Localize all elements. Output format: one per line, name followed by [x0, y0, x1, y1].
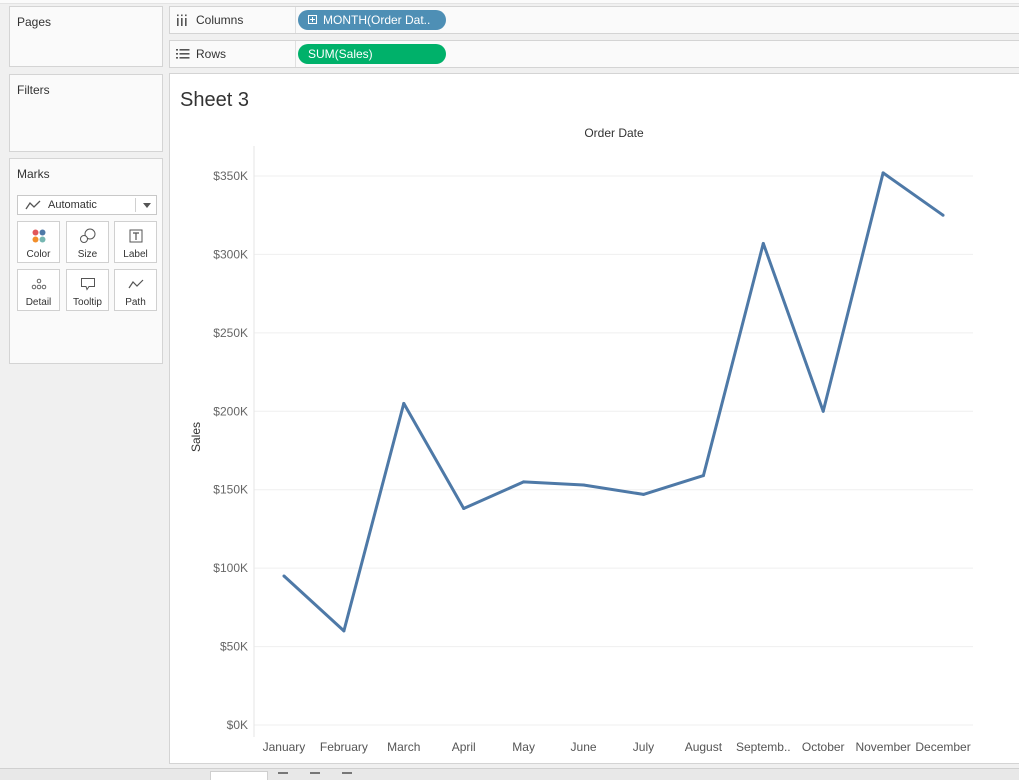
filters-title: Filters	[17, 83, 50, 97]
pages-card[interactable]: Pages	[9, 6, 163, 67]
data-point[interactable]	[282, 574, 286, 578]
columns-pill-text: MONTH(Order Dat..	[323, 13, 431, 27]
color-icon	[18, 227, 59, 244]
shelf-divider	[295, 7, 296, 33]
size-button[interactable]: Size	[66, 221, 109, 263]
x-tick-label: April	[452, 740, 476, 754]
x-tick-label: Septemb..	[736, 740, 791, 754]
sheet-title: Sheet 3	[180, 89, 249, 111]
y-tick-label: $200K	[213, 404, 248, 418]
detail-button[interactable]: Detail	[17, 269, 60, 311]
x-tick-label: January	[263, 740, 306, 754]
gridlines	[254, 175, 973, 726]
new-story-icon[interactable]	[342, 772, 352, 780]
y-axis-label: Sales	[189, 422, 203, 452]
x-tick-label: May	[512, 740, 535, 754]
sheet-tab-active[interactable]	[210, 771, 268, 780]
data-point[interactable]	[342, 629, 346, 633]
chevron-down-icon[interactable]	[143, 203, 151, 208]
path-icon	[115, 275, 156, 292]
sum-sales-pill[interactable]: SUM(Sales)	[298, 44, 446, 64]
series-sales	[282, 171, 945, 633]
month-order-date-pill[interactable]: MONTH(Order Dat..	[298, 10, 446, 30]
tooltip-label: Tooltip	[73, 297, 102, 308]
sheet-tab-bar	[0, 768, 1019, 780]
size-icon	[67, 227, 108, 244]
axes: $0K $50K $100K $150K $200K $250K $300K $350K Jan…	[213, 146, 971, 754]
rows-shelf[interactable]: Rows SUM(Sales)	[169, 40, 1019, 68]
chart-title: Order Date	[584, 126, 644, 140]
line-chart: Order Date Sales $0K$50K$100K$150K$200K$…	[189, 126, 973, 754]
pages-title: Pages	[17, 15, 52, 29]
data-point[interactable]	[821, 409, 825, 413]
color-button[interactable]: Color	[17, 221, 60, 263]
x-tick-label: October	[802, 740, 845, 754]
columns-label: Columns	[196, 13, 244, 27]
path-button[interactable]: Path	[114, 269, 157, 311]
data-point[interactable]	[522, 480, 526, 484]
detail-icon	[18, 275, 59, 292]
filters-card[interactable]: Filters	[9, 74, 163, 152]
path-label: Path	[125, 297, 146, 308]
y-tick-label: $150K	[213, 483, 248, 497]
tooltip-button[interactable]: Tooltip	[66, 269, 109, 311]
marks-card: Marks Automatic Color	[9, 158, 163, 364]
color-label: Color	[26, 249, 51, 260]
worksheet-view: Sheet 3 Order Date Sales $0K $50K $100K $15…	[169, 73, 1019, 764]
dropdown-separator	[135, 198, 136, 212]
x-tick-label: June	[571, 740, 597, 754]
data-point[interactable]	[701, 474, 705, 478]
label-icon	[115, 227, 156, 244]
detail-label: Detail	[25, 297, 52, 308]
x-tick-label: March	[387, 740, 420, 754]
data-point[interactable]	[761, 241, 765, 245]
rows-pill-text: SUM(Sales)	[308, 47, 373, 61]
y-tick-label: $300K	[213, 247, 248, 261]
new-dashboard-icon[interactable]	[310, 772, 320, 780]
x-tick-label: November	[855, 740, 910, 754]
columns-shelf[interactable]: Columns MONTH(Order Dat..	[169, 6, 1019, 34]
data-point[interactable]	[402, 401, 406, 405]
shelf-divider	[295, 41, 296, 67]
mark-type-dropdown[interactable]: Automatic	[17, 195, 157, 215]
y-tick-label: $350K	[213, 169, 248, 183]
line-mark-icon	[25, 200, 41, 210]
marks-title: Marks	[17, 167, 50, 181]
data-point[interactable]	[462, 507, 466, 511]
rows-icon	[176, 49, 190, 59]
sales-line[interactable]	[282, 171, 944, 633]
label-label: Label	[123, 249, 148, 260]
tooltip-icon	[67, 275, 108, 292]
new-worksheet-icon[interactable]	[278, 772, 288, 780]
x-tick-label: February	[320, 740, 368, 754]
y-tick-label: $250K	[213, 326, 248, 340]
y-tick-label: $100K	[213, 561, 248, 575]
data-point[interactable]	[641, 492, 645, 496]
x-tick-label: December	[915, 740, 970, 754]
data-point[interactable]	[881, 171, 885, 175]
x-tick-label: August	[685, 740, 723, 754]
data-point[interactable]	[941, 213, 945, 217]
expand-plus-icon[interactable]	[308, 15, 317, 24]
data-point[interactable]	[582, 483, 586, 487]
rows-label: Rows	[196, 47, 227, 61]
mark-type-label: Automatic	[48, 199, 97, 211]
y-tick-label: $50K	[220, 640, 248, 654]
columns-icon	[177, 14, 187, 26]
y-tick-label: $0K	[227, 718, 248, 732]
size-label: Size	[77, 249, 98, 260]
x-tick-label: July	[633, 740, 654, 754]
top-toolbar-strip	[0, 0, 1019, 4]
label-button[interactable]: Label	[114, 221, 157, 263]
